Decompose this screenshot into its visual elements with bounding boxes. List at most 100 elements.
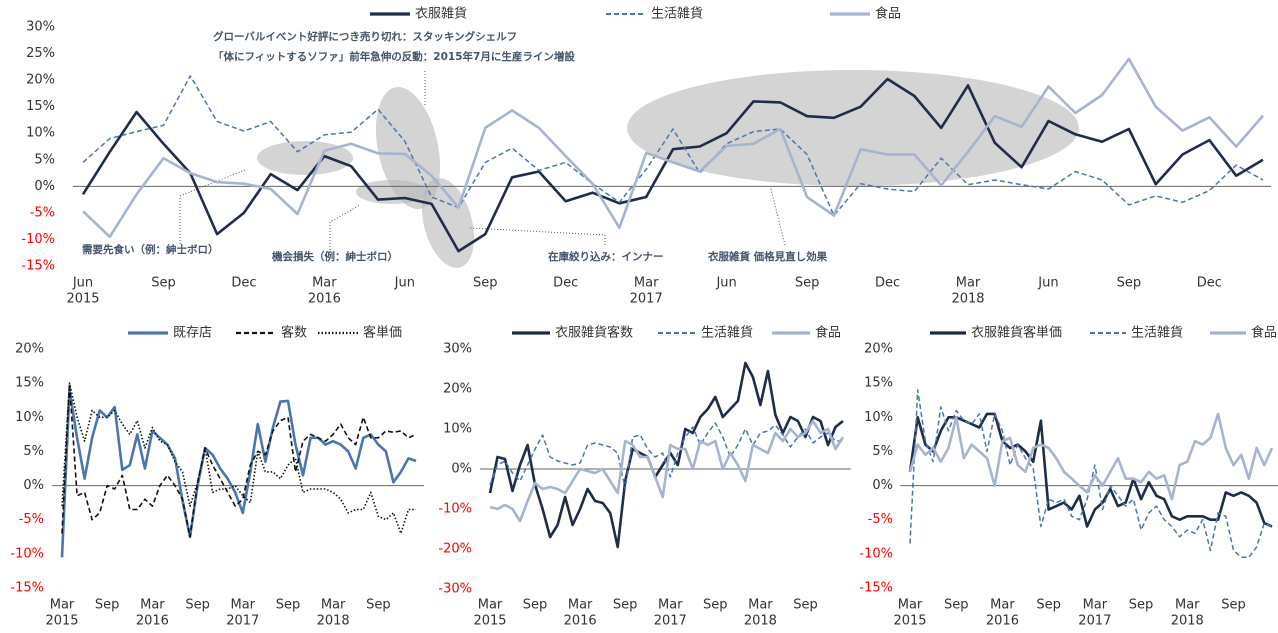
x-tick-label: Mar	[1175, 598, 1200, 613]
y-tick-label: -5%	[868, 512, 893, 527]
legend-label: 既存店	[173, 326, 212, 341]
leader-line	[469, 227, 606, 245]
x-year-label: 2017	[654, 614, 687, 629]
x-tick-label: Sep	[151, 276, 176, 291]
y-tick-label: -10%	[21, 232, 55, 247]
x-year-label: 2017	[226, 614, 259, 629]
leader-line	[179, 169, 246, 244]
x-year-label: 2017	[1078, 614, 1111, 629]
series-line	[488, 361, 844, 549]
series-line	[82, 57, 1264, 239]
x-tick-label: Mar	[956, 276, 981, 291]
x-tick-label: Jun	[1037, 276, 1058, 291]
y-tick-label: -10%	[859, 546, 893, 561]
series-line	[908, 412, 1274, 501]
annotation: 衣服雑貨 価格見直し効果	[708, 250, 828, 263]
legend-label: 生活雑貨	[651, 6, 703, 22]
x-tick-label: Mar	[634, 276, 659, 291]
leader-lines	[179, 70, 786, 250]
series-line	[908, 412, 1273, 528]
y-tick-label: 15%	[864, 376, 893, 391]
x-tick-label: Sep	[613, 598, 638, 613]
y-tick-label: 5%	[872, 444, 893, 459]
x-year-label: 2016	[986, 614, 1019, 629]
leader-line	[769, 184, 786, 246]
x-tick-label: Sep	[793, 598, 818, 613]
x-tick-label: Mar	[478, 598, 503, 613]
x-year-label: 2016	[136, 614, 169, 629]
y-tick-label: -15%	[21, 259, 55, 274]
annotation: 「体にフィットするソファ」前年急伸の反動：2015年7月に生産ライン増設	[213, 50, 575, 63]
y-tick-label: 5%	[23, 444, 44, 459]
x-tick-label: Jun	[72, 276, 93, 291]
y-tick-label: 0%	[23, 478, 44, 493]
y-tick-label: -20%	[438, 542, 472, 557]
y-tick-label: 20%	[26, 73, 55, 88]
legend-label: 衣服雑貨客単価	[971, 325, 1062, 341]
y-tick-label: 30%	[443, 342, 472, 357]
leader-line	[329, 204, 361, 250]
series-line	[81, 77, 1264, 253]
y-tick-label: -10%	[438, 502, 472, 517]
highlight-ellipses	[257, 70, 1079, 268]
legend-label: 衣服雑貨客数	[555, 325, 633, 341]
x-tick-label: Mar	[231, 598, 256, 613]
y-tick-label: 20%	[864, 342, 893, 357]
x-tick-label: Dec	[231, 276, 256, 291]
x-tick-label: Sep	[1036, 598, 1061, 613]
x-tick-label: Dec	[1197, 276, 1222, 291]
y-tick-label: 20%	[15, 342, 44, 357]
y-tick-label: -15%	[10, 581, 44, 596]
y-tick-label: -10%	[10, 546, 44, 561]
annotation: 在庫絞り込み：インナー	[548, 250, 664, 263]
legend-label: 生活雑貨	[1131, 325, 1183, 341]
y-tick-label: 0%	[451, 462, 472, 477]
x-tick-label: Sep	[523, 598, 548, 613]
legend-label: 食品	[875, 6, 901, 22]
x-year-label: 2015	[473, 614, 506, 629]
x-year-label: 2015	[893, 614, 926, 629]
annotation: 需要先食い（例：紳士ボロ）	[82, 243, 219, 256]
legend-label: 食品	[815, 325, 841, 341]
x-tick-label: Mar	[748, 598, 773, 613]
x-year-label: 2016	[564, 614, 597, 629]
x-tick-label: Sep	[366, 598, 391, 613]
x-tick-label: Mar	[658, 598, 683, 613]
x-tick-label: Mar	[568, 598, 593, 613]
highlight-ellipse	[627, 70, 1079, 186]
x-tick-label: Mar	[312, 276, 337, 291]
x-tick-label: Mar	[140, 598, 165, 613]
x-year-label: 2018	[317, 614, 350, 629]
x-tick-label: Sep	[1129, 598, 1154, 613]
series-line	[60, 388, 417, 558]
x-year-label: 2015	[66, 292, 99, 307]
x-tick-label: Jun	[394, 276, 415, 291]
series-line	[82, 75, 1264, 217]
x-tick-label: Sep	[95, 598, 120, 613]
x-tick-label: Sep	[473, 276, 498, 291]
x-year-label: 2018	[951, 292, 984, 307]
y-tick-label: 0%	[34, 179, 55, 194]
y-tick-label: 15%	[26, 99, 55, 114]
y-tick-label: -30%	[438, 582, 472, 597]
legend-label: 客数	[281, 325, 307, 341]
series-line	[61, 382, 416, 535]
y-tick-label: 15%	[15, 376, 44, 391]
y-tick-label: 10%	[15, 410, 44, 425]
y-tick-label: 5%	[34, 152, 55, 167]
annotation: グローバルイベント好評につき売り切れ：スタッキングシェルフ	[213, 30, 517, 43]
legend-label: 食品	[1251, 325, 1277, 341]
y-tick-label: -15%	[859, 581, 893, 596]
x-year-label: 2016	[308, 292, 341, 307]
x-tick-label: Mar	[321, 598, 346, 613]
x-tick-label: Sep	[1117, 276, 1142, 291]
x-tick-label: Sep	[944, 598, 969, 613]
annotation: 機会損失（例：紳士ボロ）	[272, 250, 398, 263]
y-tick-label: 10%	[26, 126, 55, 141]
x-tick-label: Dec	[875, 276, 900, 291]
x-year-label: 2015	[45, 614, 78, 629]
y-tick-label: 20%	[443, 382, 472, 397]
legend-label: 衣服雑貨	[415, 6, 467, 22]
x-year-label: 2018	[1171, 614, 1204, 629]
